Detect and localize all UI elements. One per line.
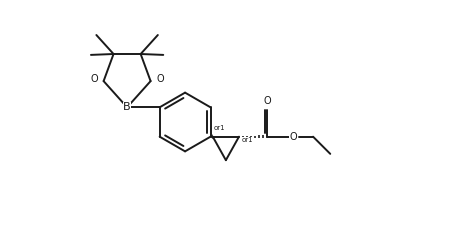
Text: O: O bbox=[263, 96, 271, 106]
Text: O: O bbox=[90, 74, 97, 84]
Text: O: O bbox=[289, 132, 296, 142]
Text: or1: or1 bbox=[241, 137, 253, 143]
Text: B: B bbox=[123, 102, 131, 112]
Text: O: O bbox=[156, 74, 164, 84]
Polygon shape bbox=[210, 134, 212, 139]
Text: or1: or1 bbox=[213, 125, 225, 131]
